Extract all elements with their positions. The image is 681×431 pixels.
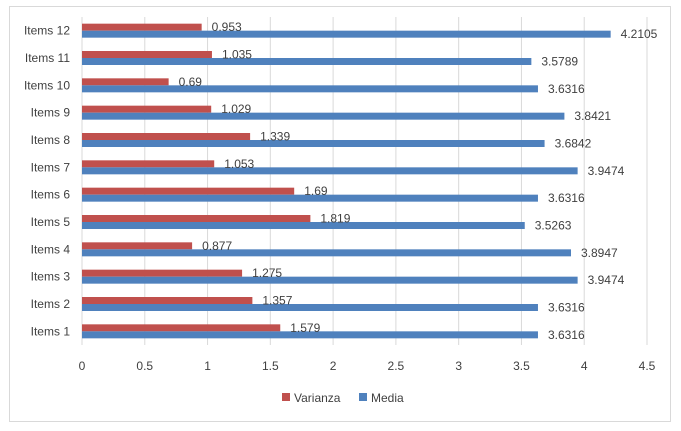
bar-varianza — [82, 51, 212, 58]
bar-media — [82, 304, 538, 311]
category-label: Items 4 — [31, 242, 71, 256]
x-tick-label: 2 — [330, 359, 337, 373]
category-label: Items 1 — [31, 324, 71, 338]
category-labels: Items 1 Items 2 Items 3 Items 4 Items 5 Items… — [24, 24, 70, 339]
data-label-media: 3.6316 — [548, 301, 585, 315]
bar-varianza — [82, 297, 253, 304]
data-label-varianza: 1.819 — [320, 212, 350, 226]
data-label-varianza: 1.69 — [304, 184, 328, 198]
category-label: Items 11 — [25, 51, 70, 65]
data-label-varianza: 0.877 — [202, 239, 232, 253]
data-label-varianza: 1.053 — [224, 157, 254, 171]
bar-varianza — [82, 160, 215, 168]
bar-varianza — [82, 187, 295, 195]
data-label-varianza: 1.275 — [252, 266, 282, 280]
bar-media — [82, 276, 578, 284]
bar-media — [82, 222, 525, 229]
category-label: Items 5 — [31, 215, 71, 229]
bar-varianza — [82, 269, 243, 277]
bar-varianza — [82, 215, 311, 222]
data-label-varianza: 1.579 — [290, 321, 320, 335]
bar-varianza — [82, 133, 251, 140]
x-tick-label: 1.5 — [262, 359, 279, 373]
legend-label-varianza: Varianza — [294, 391, 341, 405]
chart-frame — [9, 6, 671, 422]
legend-swatch-media — [359, 393, 367, 401]
category-label: Items 9 — [31, 106, 71, 120]
bar-media — [82, 331, 538, 339]
x-tick-label: 4.5 — [639, 359, 656, 373]
bar-media — [82, 194, 538, 202]
bar-media — [82, 85, 538, 93]
bar-media — [82, 58, 532, 65]
bar-varianza — [82, 242, 193, 250]
legend-swatch-varianza — [282, 393, 290, 401]
category-label: Items 10 — [24, 78, 70, 92]
data-label-varianza: 1.357 — [262, 294, 292, 308]
legend-label-media: Media — [371, 391, 404, 405]
data-label-media: 3.9474 — [588, 164, 625, 178]
x-tick-label: 4 — [581, 359, 588, 373]
x-axis-ticks: 0 0.5 1 1.5 2 2.5 3 3.5 4 4.5 — [79, 359, 656, 373]
bar-media — [82, 167, 578, 175]
x-tick-label: 2.5 — [388, 359, 405, 373]
x-tick-label: 1 — [204, 359, 211, 373]
x-tick-label: 0 — [79, 359, 86, 373]
data-label-media: 3.5789 — [541, 55, 578, 69]
bar-varianza — [82, 324, 281, 332]
data-labels: 1.579 3.6316 1.357 3.6316 1.275 3.9474 0.877 3.… — [179, 20, 658, 342]
data-label-varianza: 1.029 — [221, 102, 251, 116]
data-label-media: 3.6316 — [548, 191, 585, 205]
data-label-media: 4.2105 — [621, 27, 658, 41]
data-label-varianza: 1.035 — [222, 48, 252, 62]
x-tick-label: 0.5 — [136, 359, 153, 373]
bar-media — [82, 30, 611, 38]
grid-lines — [81, 17, 648, 345]
bar-varianza — [82, 105, 212, 113]
bar-media — [82, 249, 572, 257]
category-label: Items 2 — [31, 297, 71, 311]
category-label: Items 7 — [31, 160, 71, 174]
category-label: Items 12 — [24, 24, 70, 38]
data-label-media: 3.8421 — [574, 109, 611, 123]
data-label-media: 3.6316 — [548, 82, 585, 96]
data-label-media: 3.6842 — [555, 137, 592, 151]
bars — [82, 23, 611, 339]
bar-media — [82, 140, 545, 147]
bar-varianza — [82, 78, 169, 86]
data-label-varianza: 0.69 — [179, 75, 203, 89]
data-label-varianza: 1.339 — [260, 130, 290, 144]
bar-media — [82, 112, 565, 120]
legend: Varianza Media — [282, 391, 404, 405]
data-label-media: 3.5263 — [535, 219, 572, 233]
x-tick-label: 3 — [455, 359, 462, 373]
category-label: Items 3 — [31, 270, 71, 284]
data-label-media: 3.9474 — [588, 273, 625, 287]
data-label-varianza: 0.953 — [212, 20, 242, 34]
data-label-media: 3.6316 — [548, 328, 585, 342]
category-label: Items 6 — [31, 188, 71, 202]
data-label-media: 3.8947 — [581, 246, 618, 260]
category-label: Items 8 — [31, 133, 71, 147]
bar-varianza — [82, 23, 202, 31]
x-tick-label: 3.5 — [513, 359, 530, 373]
